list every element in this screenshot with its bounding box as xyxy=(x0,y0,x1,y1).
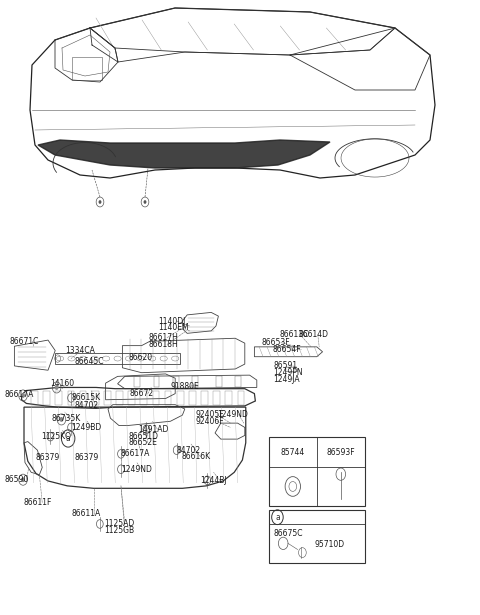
Circle shape xyxy=(60,417,63,422)
Text: 86593F: 86593F xyxy=(326,448,355,456)
Text: 86616K: 86616K xyxy=(181,453,211,461)
Circle shape xyxy=(55,385,59,390)
Bar xyxy=(189,391,196,405)
Text: 1249JA: 1249JA xyxy=(274,375,300,384)
Text: 84702: 84702 xyxy=(74,402,98,410)
Bar xyxy=(226,391,232,405)
Text: 86654F: 86654F xyxy=(273,345,301,354)
Text: 1491AD: 1491AD xyxy=(138,425,168,434)
Bar xyxy=(165,391,171,405)
Text: 1125KQ: 1125KQ xyxy=(41,432,71,441)
Bar xyxy=(116,391,123,405)
Text: 86618H: 86618H xyxy=(149,340,179,349)
Text: 14160: 14160 xyxy=(50,379,74,387)
Text: 1249ND: 1249ND xyxy=(217,410,248,419)
Text: 86651D: 86651D xyxy=(129,432,158,440)
Text: 86617A: 86617A xyxy=(5,391,34,399)
Bar xyxy=(80,391,86,405)
Bar xyxy=(173,376,179,387)
Circle shape xyxy=(21,477,25,482)
Text: 86675C: 86675C xyxy=(274,529,303,538)
Text: 1140DJ: 1140DJ xyxy=(158,317,186,325)
Text: 86672: 86672 xyxy=(130,389,154,398)
Bar xyxy=(213,391,220,405)
Bar xyxy=(141,391,147,405)
Text: 86379: 86379 xyxy=(36,453,60,462)
Text: 86379: 86379 xyxy=(74,453,99,462)
Text: 1249PN: 1249PN xyxy=(274,368,303,377)
Bar xyxy=(192,376,198,387)
Text: 92406F: 92406F xyxy=(196,417,225,426)
Text: 1244BJ: 1244BJ xyxy=(201,476,227,485)
Text: a: a xyxy=(275,513,280,522)
Bar xyxy=(153,391,159,405)
Bar xyxy=(235,376,241,387)
Text: 86611F: 86611F xyxy=(23,498,51,507)
Text: 86613C: 86613C xyxy=(279,330,309,339)
Text: 86615K: 86615K xyxy=(71,394,100,402)
Text: 95710D: 95710D xyxy=(314,540,345,549)
Circle shape xyxy=(21,393,25,398)
Text: 86620: 86620 xyxy=(129,354,153,362)
Bar xyxy=(238,391,244,405)
Text: 86614D: 86614D xyxy=(298,330,328,339)
Circle shape xyxy=(144,200,146,204)
Bar xyxy=(55,353,180,364)
Bar xyxy=(154,376,159,387)
Text: 86671C: 86671C xyxy=(10,337,39,346)
Text: 86652E: 86652E xyxy=(129,438,157,447)
Text: 85744: 85744 xyxy=(281,448,305,456)
Bar xyxy=(269,437,365,506)
Text: 86645C: 86645C xyxy=(74,357,104,365)
Text: 1140EM: 1140EM xyxy=(158,323,189,332)
Text: 1125AD: 1125AD xyxy=(105,520,135,528)
Text: 91880E: 91880E xyxy=(170,383,199,391)
Bar xyxy=(56,391,62,405)
Text: 86617A: 86617A xyxy=(121,450,150,458)
Text: 86611A: 86611A xyxy=(71,509,100,518)
Text: 86591: 86591 xyxy=(274,362,298,370)
Text: 84702: 84702 xyxy=(177,446,201,454)
Text: 86653F: 86653F xyxy=(262,338,290,347)
Bar xyxy=(134,376,140,387)
Bar xyxy=(72,57,102,80)
Bar xyxy=(31,391,38,405)
Text: a: a xyxy=(66,434,71,443)
Text: 1249BD: 1249BD xyxy=(71,423,101,432)
Polygon shape xyxy=(38,140,330,168)
Text: 1125GB: 1125GB xyxy=(105,526,135,535)
Bar xyxy=(68,391,74,405)
Bar xyxy=(104,391,111,405)
Bar xyxy=(92,391,98,405)
Bar xyxy=(177,391,184,405)
Bar xyxy=(43,391,50,405)
Bar xyxy=(201,391,208,405)
Bar xyxy=(128,391,135,405)
Bar xyxy=(216,376,222,387)
Text: 86735K: 86735K xyxy=(52,415,81,423)
Text: 92405F: 92405F xyxy=(196,410,225,419)
Text: 86590: 86590 xyxy=(5,475,29,484)
Bar xyxy=(269,510,365,563)
Text: 1249ND: 1249ND xyxy=(121,465,152,474)
Text: 1334CA: 1334CA xyxy=(65,346,95,355)
Circle shape xyxy=(98,200,101,204)
Text: 86617H: 86617H xyxy=(149,333,179,342)
